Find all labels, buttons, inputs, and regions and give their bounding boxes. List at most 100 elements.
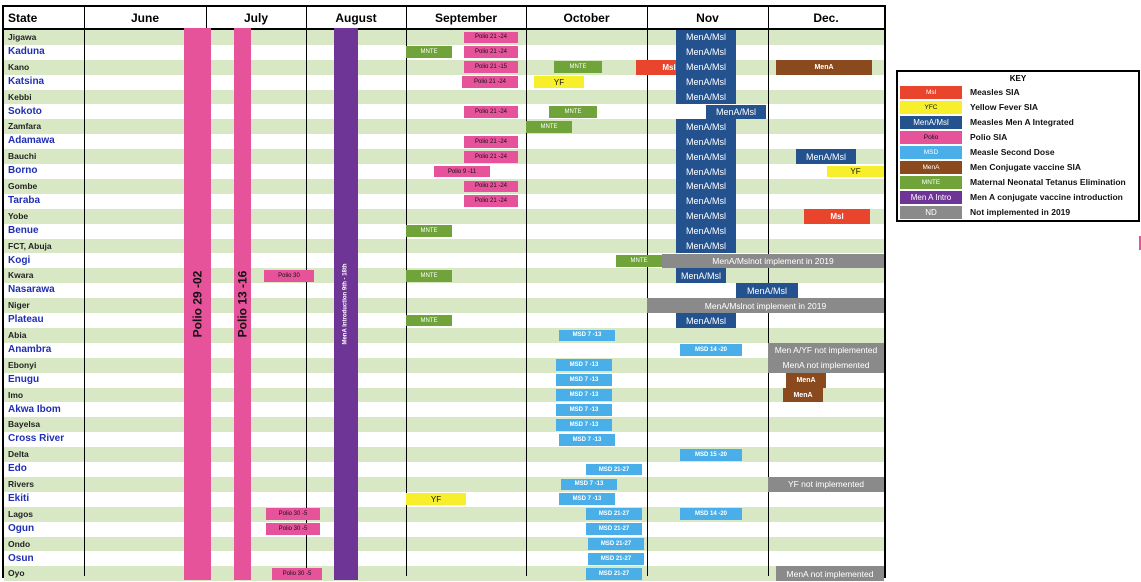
state-name: Kwara	[8, 270, 34, 281]
state-name: Jigawa	[8, 32, 37, 42]
vertical-bar-polio: Polio 13 -16	[234, 28, 251, 580]
event-menconj: MenA	[786, 372, 826, 388]
table-row: Akwa Ibom	[4, 403, 884, 418]
state-name: Cross River	[8, 433, 65, 445]
event-msd: MSD 15 -20	[680, 448, 742, 461]
key-label: Measles SIA	[970, 87, 1020, 97]
event-polio: Polio 30 -5	[266, 523, 320, 536]
table-row: Ebonyi	[4, 357, 884, 373]
state-name: Sokoto	[8, 105, 42, 117]
table-row: Imo	[4, 387, 884, 403]
event-msd: MSD 7 -13	[559, 493, 615, 506]
state-name: Katsina	[8, 75, 45, 87]
event-polio: Polio 21 -24	[464, 195, 518, 208]
key-row: MNTE Maternal Neonatal Tetanus Eliminatio…	[900, 176, 1136, 190]
key-row: MSD Measle Second Dose	[900, 146, 1136, 160]
event-mena: MenA/Msl	[676, 223, 736, 239]
table-row: Delta	[4, 447, 884, 463]
table-row: Lagos	[4, 506, 884, 522]
table-row: Kogi	[4, 254, 884, 269]
event-yf: YF	[534, 76, 584, 89]
event-mena: MenA/Msl	[676, 208, 736, 224]
table-row: Yobe	[4, 208, 884, 224]
key-row: ND Not implemented in 2019	[900, 206, 1136, 220]
state-name: Imo	[8, 389, 24, 400]
state-name: Zamfara	[8, 121, 42, 132]
event-mena: MenA/Msl	[676, 313, 736, 328]
event-msd: MSD 14 -20	[680, 344, 742, 357]
event-mena: MenA/Msl	[676, 44, 736, 60]
key-row: MenA Men Conjugate vaccine SIA	[900, 161, 1136, 175]
event-nd: MenA/Mslnot implement in 2019	[662, 253, 884, 269]
event-mnte: MNTE	[406, 46, 452, 59]
event-yf: YF	[406, 493, 466, 506]
column-divider	[84, 7, 85, 576]
vertical-bar-menintro: MenA Introduction 9th - 18th	[334, 28, 358, 580]
event-mnte: MNTE	[406, 269, 452, 282]
header-month-june: June	[130, 10, 159, 25]
event-msd: MSD 21-27	[588, 553, 644, 565]
state-name: Oyo	[8, 568, 25, 579]
event-mena: MenA/Msl	[676, 119, 736, 135]
event-mnte: MNTE	[526, 120, 572, 133]
event-mena: MenA/Msl	[796, 149, 856, 165]
legend-key: KEY Msl Measles SIA YFC Yellow Fever SIA Men…	[896, 70, 1140, 222]
event-mena: MenA/Msl	[676, 238, 736, 254]
state-name: Ogun	[8, 522, 35, 534]
header-month-july: July	[243, 10, 268, 25]
event-polio: Polio 21 -15	[464, 61, 518, 74]
table-row: Plateau	[4, 313, 884, 328]
table-row: Kebbi	[4, 89, 884, 105]
event-polio: Polio 30	[264, 269, 314, 282]
header-month-october: October	[563, 10, 610, 25]
table-row: Taraba	[4, 194, 884, 209]
event-mena: MenA/Msl	[676, 193, 736, 209]
event-mnte: MNTE	[406, 314, 452, 327]
key-swatch-measles: Msl	[900, 86, 962, 99]
key-row: Polio Polio SIA	[900, 131, 1136, 145]
state-name: Gombe	[8, 181, 38, 191]
event-mena: MenA/Msl	[676, 134, 736, 150]
header-state: State	[8, 10, 38, 25]
state-name: Osun	[8, 552, 34, 564]
table-row: Cross River	[4, 432, 884, 447]
event-mena: MenA/Msl	[676, 89, 736, 105]
key-label: Men Conjugate vaccine SIA	[970, 162, 1081, 172]
header-divider	[4, 28, 884, 30]
event-nd: MenA/Mslnot implement in 2019	[647, 298, 884, 314]
key-swatch-msd: MSD	[900, 146, 962, 159]
table-row: Katsina	[4, 75, 884, 90]
event-msd: MSD 7 -13	[556, 418, 612, 431]
event-polio: Polio 21 -24	[464, 46, 518, 59]
table-row: Benue	[4, 224, 884, 239]
event-polio: Polio 21 -24	[464, 135, 518, 148]
state-name: Kebbi	[8, 91, 32, 102]
key-label: Maternal Neonatal Tetanus Elimination	[970, 177, 1126, 187]
key-title: KEY	[1009, 74, 1027, 83]
key-swatch-menconj: MenA	[900, 161, 962, 174]
state-name: Delta	[8, 449, 29, 460]
event-mena: MenA/Msl	[676, 74, 736, 90]
event-polio: Polio 21 -24	[462, 76, 518, 89]
table-row: Borno	[4, 164, 884, 179]
column-divider	[306, 7, 307, 576]
event-mena: MenA/Msl	[676, 164, 736, 179]
state-name: Abia	[8, 330, 27, 340]
key-swatch-mena: MenA/Msl	[900, 116, 962, 129]
event-msd: MSD 7 -13	[559, 433, 615, 446]
event-mena: MenA/Msl	[676, 268, 726, 284]
table-row: Enugu	[4, 373, 884, 388]
table-row: Nasarawa	[4, 283, 884, 298]
table-row: Abia	[4, 328, 884, 343]
event-msd: MSD 21-27	[586, 567, 642, 580]
state-name: Bauchi	[8, 151, 37, 162]
event-msd: MSD 21-27	[588, 538, 644, 550]
state-name: Anambra	[8, 343, 52, 355]
column-divider	[406, 7, 407, 576]
table-row: Kaduna	[4, 45, 884, 60]
event-nd: YF not implemented	[768, 477, 884, 492]
key-swatch-menintro: Men A Intro	[900, 191, 962, 204]
state-name: Ebonyi	[8, 359, 37, 370]
table-row: Ondo	[4, 536, 884, 552]
state-name: Edo	[8, 463, 27, 475]
